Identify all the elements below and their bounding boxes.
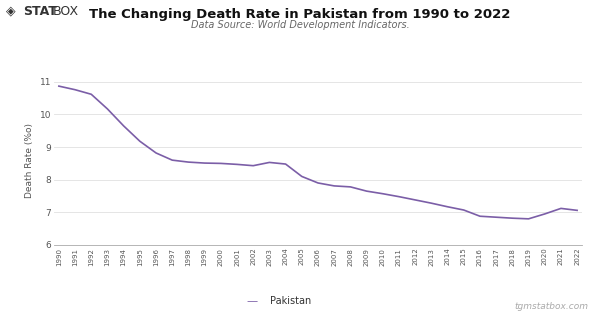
Text: tgmstatbox.com: tgmstatbox.com [514,302,588,311]
Text: —: — [247,296,257,306]
Text: STAT: STAT [23,5,56,18]
Text: Data Source: World Development Indicators.: Data Source: World Development Indicator… [191,20,409,30]
Text: Pakistan: Pakistan [270,296,311,306]
Text: The Changing Death Rate in Pakistan from 1990 to 2022: The Changing Death Rate in Pakistan from… [89,8,511,21]
Text: ◈: ◈ [6,5,16,18]
Text: BOX: BOX [53,5,79,18]
Y-axis label: Death Rate (%o): Death Rate (%o) [25,123,34,198]
